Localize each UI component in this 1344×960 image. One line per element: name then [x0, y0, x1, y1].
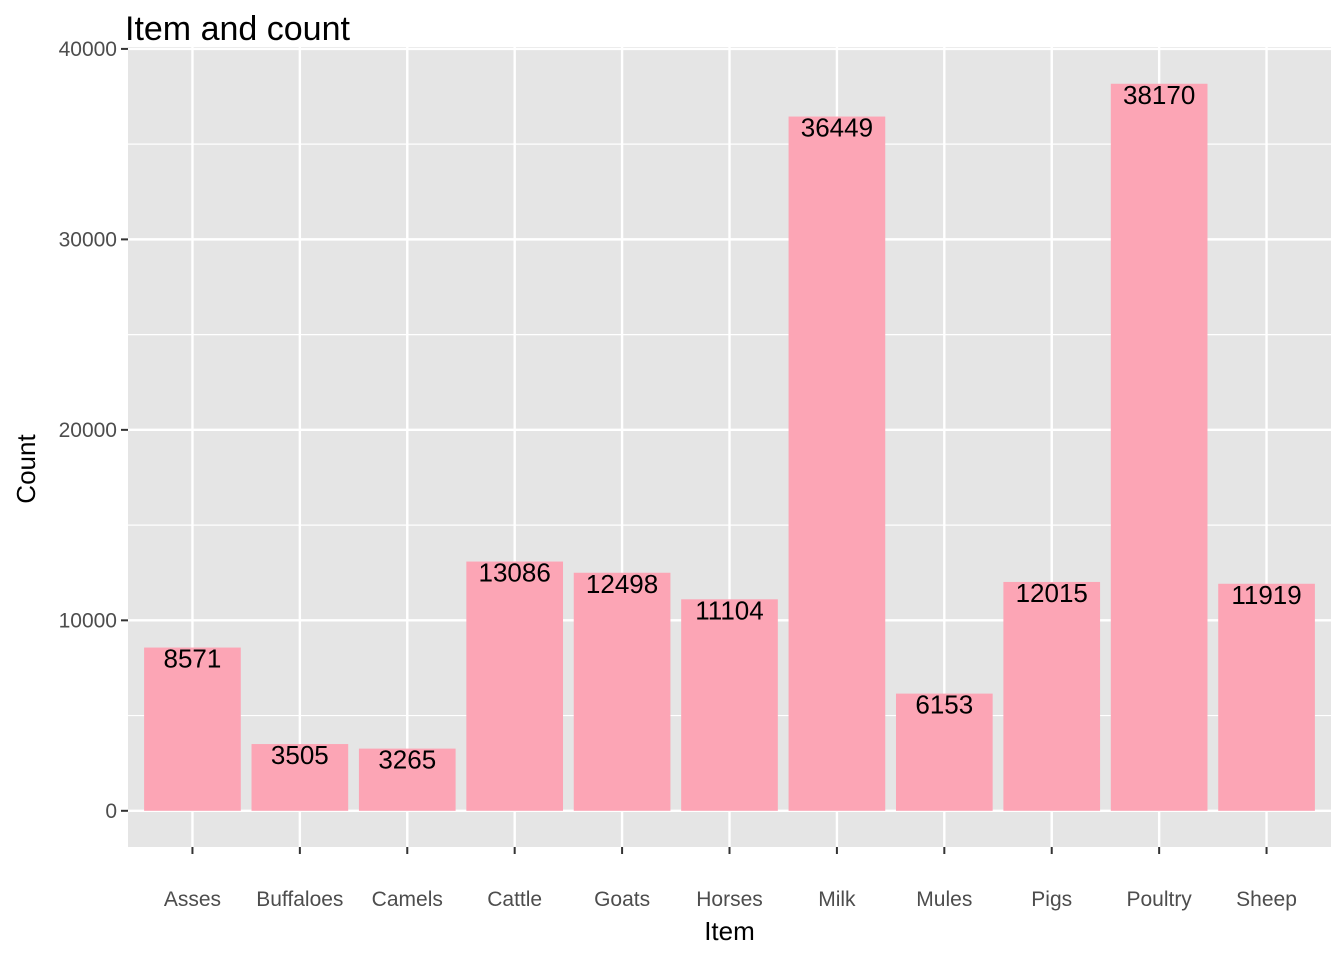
x-tick-label: Pigs	[1031, 888, 1072, 911]
y-axis: 0 10000 20000 30000 40000	[59, 38, 128, 823]
bar-value-label: 36449	[801, 113, 873, 143]
bar-camels	[358, 748, 456, 811]
bar-buffaloes	[251, 744, 349, 811]
bar-poultry	[1110, 83, 1208, 811]
bar-horses	[681, 599, 778, 811]
y-tick-label: 30000	[59, 228, 117, 251]
x-tick-label: Goats	[594, 888, 650, 911]
bar-milk	[788, 116, 886, 811]
bar-value-label: 6153	[915, 690, 973, 720]
x-tick-label: Milk	[818, 888, 856, 911]
bar-value-label: 11919	[1231, 580, 1301, 610]
bar-value-label: 12015	[1016, 578, 1088, 608]
x-tick-label: Sheep	[1236, 888, 1297, 911]
x-tick-label: Poultry	[1126, 888, 1192, 911]
y-tick-label: 40000	[59, 38, 117, 61]
x-axis: Asses Buffaloes Camels Cattle Goats Horses Mil…	[164, 847, 1297, 911]
bar-value-label: 11104	[695, 595, 763, 625]
bar-pigs	[1003, 581, 1101, 811]
bar-cattle	[466, 561, 564, 811]
bar-goats	[573, 572, 671, 811]
bar-value-label: 13086	[479, 558, 551, 588]
bars	[144, 83, 1315, 811]
bar-value-label: 8571	[164, 644, 222, 674]
y-tick-label: 10000	[59, 609, 117, 632]
x-tick-label: Cattle	[487, 888, 542, 911]
chart-title: Item and count	[125, 10, 350, 48]
y-tick-label: 0	[105, 800, 117, 823]
y-tick-label: 20000	[59, 419, 117, 442]
x-axis-title: Item	[704, 916, 755, 946]
bar-sheep	[1218, 583, 1315, 811]
x-tick-label: Mules	[916, 888, 972, 911]
x-tick-label: Camels	[372, 888, 443, 911]
bar-labels: 8571 3505 3265 13086 12498 11104 36449 6153 1201…	[164, 80, 1302, 775]
bar-value-label: 3265	[378, 745, 436, 775]
bar-mules	[895, 693, 993, 811]
x-tick-label: Buffaloes	[256, 888, 343, 911]
bar-value-label: 38170	[1123, 80, 1195, 110]
bar-asses	[144, 647, 241, 811]
x-tick-label: Asses	[164, 888, 221, 911]
x-tick-label: Horses	[696, 888, 763, 911]
y-axis-title: Count	[11, 434, 41, 504]
bar-value-label: 3505	[271, 740, 329, 770]
bar-value-label: 12498	[586, 569, 658, 599]
